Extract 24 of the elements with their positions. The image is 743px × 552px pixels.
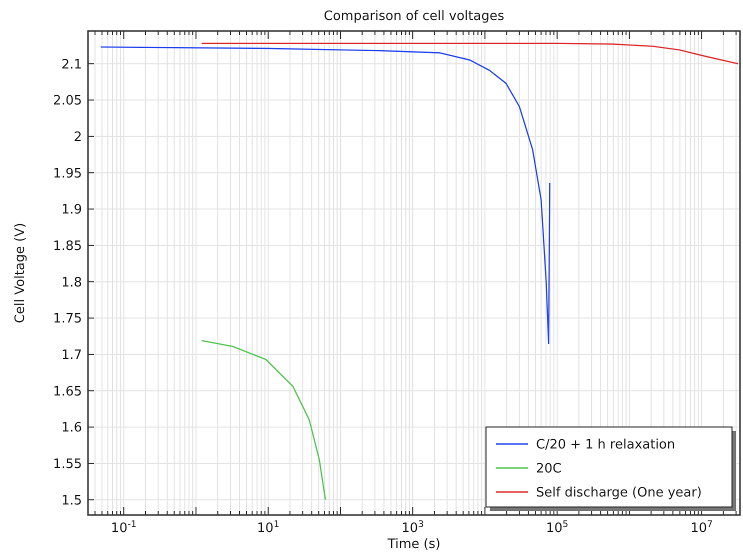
y-tick-label: 1.6: [61, 420, 82, 436]
y-tick-label: 1.85: [53, 238, 82, 254]
legend-label: 20C: [536, 462, 562, 477]
y-tick-label: 1.7: [61, 348, 82, 363]
x-tick-label: 10$^{3}$: [402, 520, 424, 536]
y-tick-label: 1.8: [61, 275, 82, 290]
y-tick-label: 2.1: [61, 57, 82, 72]
y-tick-label: 1.95: [53, 166, 82, 182]
legend-label: Self discharge (One year): [536, 486, 702, 501]
y-tick-label: 1.65: [53, 384, 82, 400]
x-tick-label: 10$^{-1}$: [110, 520, 137, 536]
y-axis-title: Cell Voltage (V): [13, 222, 28, 324]
y-tick-label: 1.55: [53, 456, 82, 472]
chart-title: Comparison of cell voltages: [324, 9, 504, 24]
y-tick-label: 1.5: [61, 493, 82, 508]
y-tick-label: 2: [74, 130, 82, 145]
y-tick-label: 1.75: [53, 312, 82, 327]
x-axis-title: Time (s): [386, 537, 440, 552]
x-tick-label: 10$^{7}$: [690, 520, 713, 536]
x-tick-label: 10$^{1}$: [257, 520, 280, 536]
y-tick-label: 2.05: [53, 94, 82, 109]
x-tick-label: 10$^{5}$: [546, 520, 568, 536]
y-tick-label: 1.9: [61, 202, 82, 218]
legend-label: C/20 + 1 h relaxation: [536, 438, 676, 453]
